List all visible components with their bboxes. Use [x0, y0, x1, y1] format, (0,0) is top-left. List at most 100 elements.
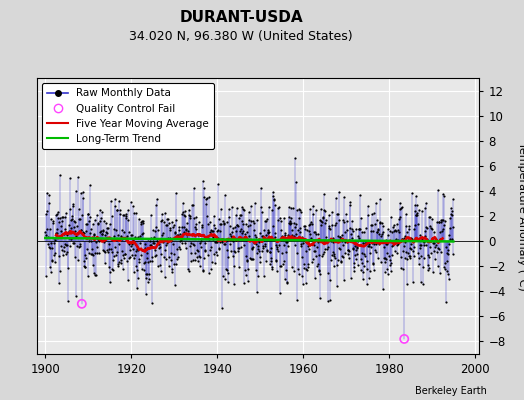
- Point: [249, 220, 258, 226]
- Point: [425, 244, 434, 250]
- Point: [249, 218, 258, 225]
- Point: [220, 220, 228, 226]
- Point: [95, 238, 104, 245]
- Point: [191, 250, 199, 256]
- Point: [123, 236, 131, 243]
- Point: [435, 270, 444, 276]
- Point: [204, 194, 213, 200]
- Point: [366, 244, 375, 250]
- Point: [296, 228, 304, 235]
- Point: [293, 207, 302, 213]
- Point: [176, 246, 184, 252]
- Point: [42, 211, 50, 218]
- Point: [397, 254, 406, 260]
- Point: [273, 246, 281, 252]
- Point: [227, 204, 236, 211]
- Point: [215, 238, 224, 245]
- Point: [265, 261, 274, 267]
- Point: [348, 226, 356, 232]
- Point: [101, 249, 110, 256]
- Point: [179, 200, 188, 206]
- Point: [335, 244, 343, 251]
- Point: [166, 235, 174, 241]
- Point: [111, 244, 119, 250]
- Point: [253, 250, 261, 256]
- Point: [385, 256, 394, 263]
- Point: [196, 254, 204, 260]
- Point: [243, 257, 251, 264]
- Point: [197, 236, 205, 243]
- Point: [196, 263, 204, 270]
- Point: [402, 211, 410, 217]
- Point: [136, 240, 145, 246]
- Point: [436, 216, 445, 223]
- Point: [307, 219, 315, 225]
- Point: [157, 267, 165, 274]
- Point: [308, 258, 316, 265]
- Point: [191, 257, 200, 263]
- Point: [273, 268, 281, 274]
- Point: [316, 217, 324, 223]
- Point: [386, 260, 395, 267]
- Point: [115, 241, 124, 247]
- Point: [357, 260, 366, 266]
- Point: [447, 212, 456, 218]
- Point: [367, 210, 376, 217]
- Point: [442, 298, 450, 305]
- Point: [321, 220, 329, 226]
- Point: [199, 268, 207, 275]
- Point: [346, 199, 355, 205]
- Point: [102, 220, 110, 226]
- Point: [331, 222, 339, 228]
- Point: [357, 267, 365, 273]
- Point: [62, 241, 70, 248]
- Point: [277, 263, 285, 270]
- Point: [386, 228, 395, 234]
- Point: [366, 250, 374, 257]
- Point: [156, 238, 164, 244]
- Point: [197, 244, 205, 250]
- Point: [209, 234, 217, 240]
- Point: [350, 267, 358, 274]
- Point: [82, 255, 90, 262]
- Point: [337, 253, 346, 259]
- Point: [392, 221, 401, 228]
- Point: [396, 199, 405, 206]
- Point: [86, 182, 95, 188]
- Point: [383, 241, 391, 247]
- Point: [144, 259, 152, 266]
- Point: [68, 240, 77, 246]
- Point: [181, 213, 190, 219]
- Point: [416, 242, 424, 248]
- Point: [301, 223, 310, 229]
- Point: [396, 214, 404, 220]
- Point: [202, 201, 210, 208]
- Point: [45, 192, 53, 198]
- Point: [293, 250, 301, 256]
- Point: [261, 241, 269, 248]
- Point: [372, 249, 380, 255]
- Point: [216, 220, 224, 227]
- Point: [71, 219, 80, 226]
- Point: [48, 245, 56, 252]
- Point: [281, 232, 289, 238]
- Point: [186, 243, 194, 250]
- Point: [433, 263, 442, 270]
- Point: [413, 212, 422, 218]
- Point: [372, 241, 380, 247]
- Point: [336, 258, 345, 264]
- Point: [339, 242, 347, 248]
- Point: [227, 233, 235, 240]
- Point: [409, 279, 418, 285]
- Point: [346, 201, 354, 208]
- Point: [400, 336, 408, 342]
- Point: [247, 256, 255, 262]
- Point: [75, 216, 83, 222]
- Point: [236, 212, 244, 218]
- Point: [129, 210, 138, 216]
- Point: [278, 250, 287, 256]
- Point: [343, 247, 352, 254]
- Point: [107, 198, 115, 205]
- Point: [244, 222, 252, 229]
- Point: [310, 248, 319, 255]
